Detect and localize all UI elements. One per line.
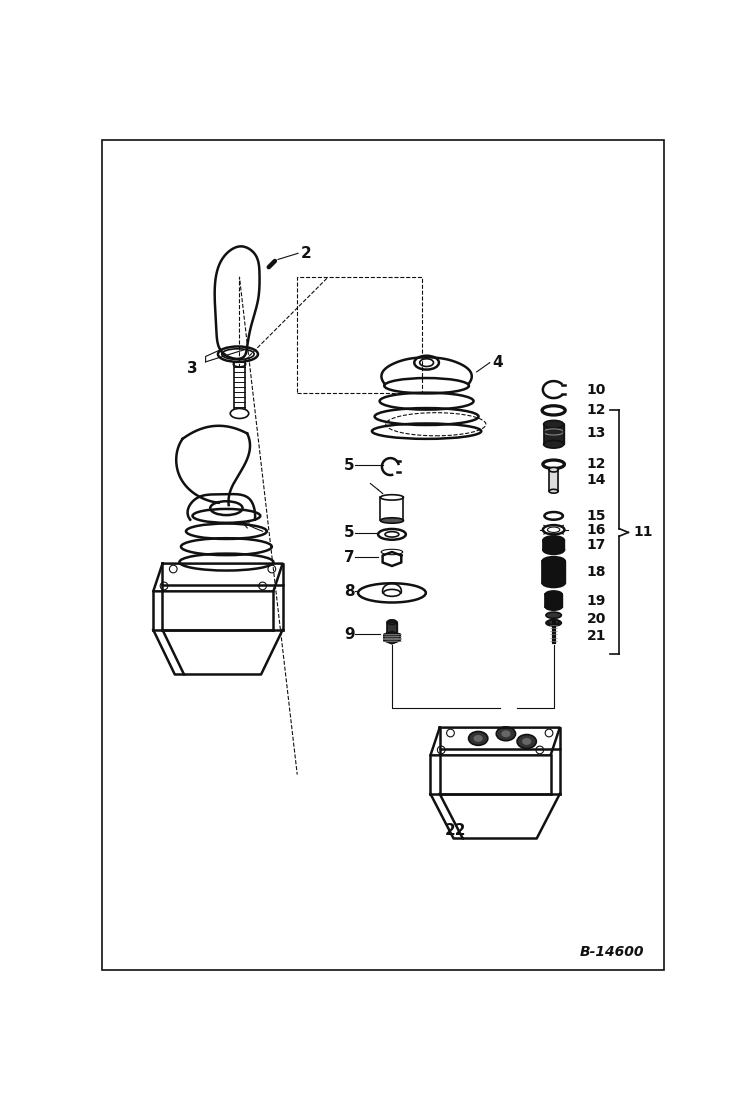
Text: 9: 9: [345, 627, 355, 642]
Polygon shape: [387, 622, 396, 633]
Ellipse shape: [549, 467, 558, 472]
Text: 16: 16: [586, 523, 606, 536]
Ellipse shape: [522, 738, 531, 745]
Text: 12: 12: [586, 457, 606, 472]
Text: 14: 14: [586, 474, 606, 487]
Ellipse shape: [542, 556, 565, 566]
Text: 20: 20: [586, 612, 606, 626]
Ellipse shape: [549, 489, 558, 494]
Text: 5: 5: [345, 457, 355, 473]
Ellipse shape: [380, 518, 404, 523]
Bar: [297, 278, 422, 393]
Text: 17: 17: [586, 539, 606, 552]
Text: 15: 15: [586, 509, 606, 523]
Text: 4: 4: [492, 355, 503, 370]
Polygon shape: [543, 541, 565, 550]
Polygon shape: [545, 595, 562, 607]
Text: B-14600: B-14600: [579, 945, 643, 959]
Ellipse shape: [546, 612, 561, 619]
Text: 18: 18: [586, 565, 606, 579]
Ellipse shape: [548, 620, 559, 625]
Ellipse shape: [387, 620, 396, 624]
Ellipse shape: [517, 735, 536, 748]
Text: 5: 5: [345, 525, 355, 541]
Ellipse shape: [473, 735, 483, 742]
Text: 8: 8: [345, 584, 355, 599]
Polygon shape: [544, 425, 564, 444]
Ellipse shape: [545, 603, 562, 610]
Ellipse shape: [501, 731, 511, 737]
Polygon shape: [542, 562, 565, 583]
Text: 21: 21: [586, 629, 606, 643]
Text: 2: 2: [301, 246, 312, 261]
Text: 22: 22: [444, 824, 466, 838]
Ellipse shape: [543, 536, 565, 545]
Text: 12: 12: [586, 404, 606, 417]
Polygon shape: [384, 632, 400, 644]
Ellipse shape: [544, 420, 564, 428]
Ellipse shape: [469, 732, 488, 745]
Ellipse shape: [542, 578, 565, 588]
Ellipse shape: [546, 620, 561, 626]
Text: 7: 7: [345, 550, 355, 565]
Ellipse shape: [545, 591, 562, 598]
Polygon shape: [549, 470, 558, 491]
Text: 10: 10: [586, 383, 606, 397]
Ellipse shape: [543, 545, 565, 554]
Text: 11: 11: [633, 525, 652, 540]
Text: 3: 3: [187, 361, 198, 375]
Text: 19: 19: [586, 593, 606, 608]
Text: 13: 13: [586, 427, 606, 441]
Ellipse shape: [497, 727, 515, 740]
Ellipse shape: [544, 440, 564, 448]
